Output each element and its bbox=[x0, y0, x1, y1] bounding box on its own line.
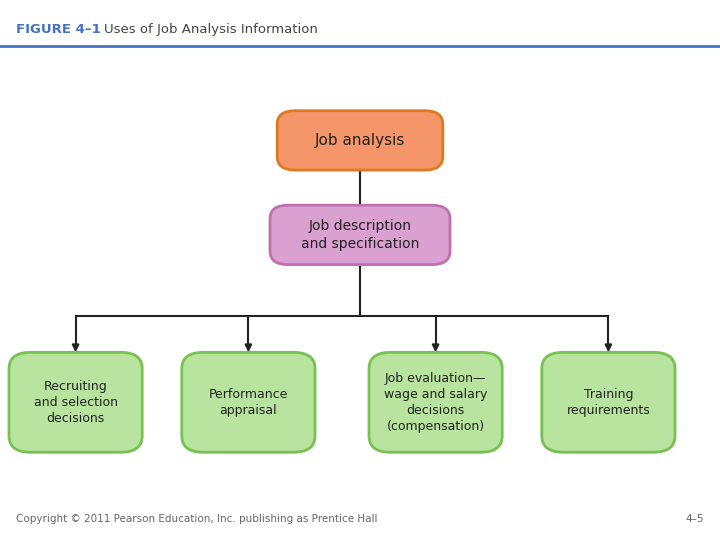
Text: Performance
appraisal: Performance appraisal bbox=[209, 388, 288, 417]
Text: Job analysis: Job analysis bbox=[315, 133, 405, 148]
Text: Uses of Job Analysis Information: Uses of Job Analysis Information bbox=[104, 23, 318, 36]
FancyBboxPatch shape bbox=[9, 352, 143, 453]
Text: Training
requirements: Training requirements bbox=[567, 388, 650, 417]
Text: FIGURE 4–1: FIGURE 4–1 bbox=[16, 23, 101, 36]
Text: 4–5: 4–5 bbox=[685, 514, 704, 524]
Text: Job description
and specification: Job description and specification bbox=[301, 219, 419, 251]
Text: Job evaluation—
wage and salary
decisions
(compensation): Job evaluation— wage and salary decision… bbox=[384, 372, 487, 433]
FancyBboxPatch shape bbox=[270, 205, 450, 265]
FancyBboxPatch shape bbox=[369, 352, 503, 453]
FancyBboxPatch shape bbox=[181, 352, 315, 453]
Text: Copyright © 2011 Pearson Education, Inc. publishing as Prentice Hall: Copyright © 2011 Pearson Education, Inc.… bbox=[16, 514, 377, 524]
FancyBboxPatch shape bbox=[277, 111, 443, 170]
FancyBboxPatch shape bbox=[541, 352, 675, 453]
Text: Recruiting
and selection
decisions: Recruiting and selection decisions bbox=[34, 380, 117, 425]
